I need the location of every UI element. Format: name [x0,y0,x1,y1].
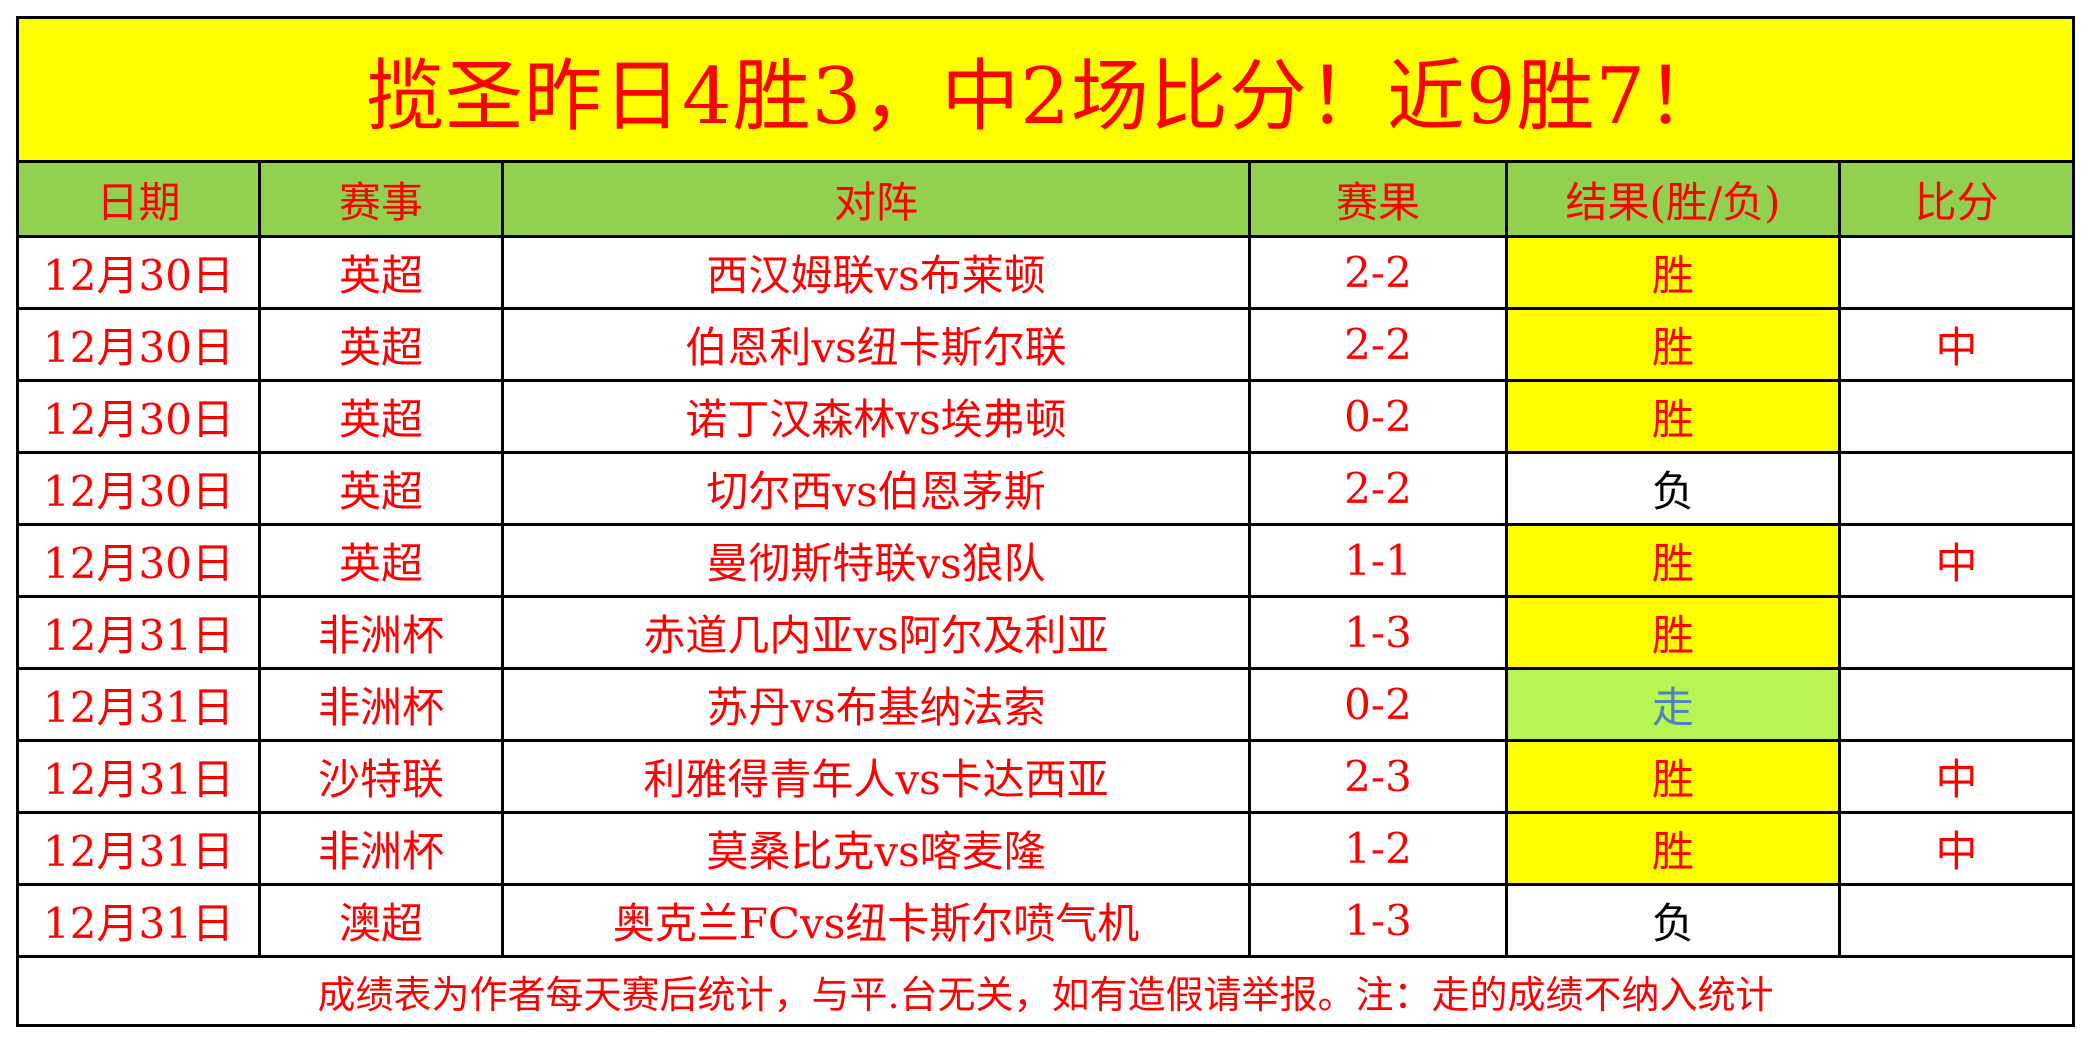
cell-league: 非洲杯 [258,595,504,670]
cell-date: 12月30日 [16,451,261,526]
cell-exact: 中 [1837,523,2076,598]
cell-exact: 中 [1837,739,2076,814]
results-table: 揽圣昨日4胜3，中2场比分！近9胜7！ 日期 赛事 对阵 赛果 结果(胜/负) 比分 12… [15,16,2076,1027]
table-row: 12月30日 英超 西汉姆联vs布莱顿 2-2 胜 [16,235,2076,310]
cell-score: 0-2 [1248,667,1508,742]
cell-match: 莫桑比克vs喀麦隆 [501,811,1251,886]
cell-match: 苏丹vs布基纳法索 [501,667,1251,742]
table-row: 12月30日 英超 伯恩利vs纽卡斯尔联 2-2 胜中 [16,307,2076,382]
cell-result: 胜 [1505,307,1841,382]
cell-score: 2-2 [1248,451,1508,526]
cell-exact: 中 [1837,811,2076,886]
cell-date: 12月30日 [16,523,261,598]
cell-league: 非洲杯 [258,811,504,886]
cell-league: 非洲杯 [258,667,504,742]
cell-match: 曼彻斯特联vs狼队 [501,523,1251,598]
cell-exact [1837,451,2076,526]
cell-league: 英超 [258,379,504,454]
table-row: 12月31日 非洲杯 莫桑比克vs喀麦隆 1-2 胜中 [16,811,2076,886]
cell-date: 12月30日 [16,379,261,454]
cell-match: 利雅得青年人vs卡达西亚 [501,739,1251,814]
cell-date: 12月31日 [16,667,261,742]
table-row: 12月30日 英超 曼彻斯特联vs狼队 1-1 胜中 [16,523,2076,598]
cell-date: 12月30日 [16,235,261,310]
cell-date: 12月31日 [16,811,261,886]
cell-league: 澳超 [258,883,504,958]
cell-exact [1837,379,2076,454]
header-match: 对阵 [501,160,1251,238]
cell-league: 英超 [258,523,504,598]
cell-score: 2-3 [1248,739,1508,814]
cell-league: 英超 [258,307,504,382]
cell-date: 12月31日 [16,883,261,958]
cell-result: 走 [1505,667,1841,742]
cell-score: 1-3 [1248,883,1508,958]
table-row: 12月31日 沙特联 利雅得青年人vs卡达西亚 2-3 胜中 [16,739,2076,814]
cell-result: 胜 [1505,595,1841,670]
cell-league: 沙特联 [258,739,504,814]
table-row: 12月30日 英超 诺丁汉森林vs埃弗顿 0-2 胜 [16,379,2076,454]
table-row: 12月31日 澳超 奥克兰FCvs纽卡斯尔喷气机 1-3 负 [16,883,2076,958]
cell-match: 切尔西vs伯恩茅斯 [501,451,1251,526]
cell-result: 胜 [1505,739,1841,814]
cell-score: 2-2 [1248,307,1508,382]
cell-exact [1837,883,2076,958]
cell-league: 英超 [258,451,504,526]
header-exact: 比分 [1837,160,2076,238]
cell-match: 西汉姆联vs布莱顿 [501,235,1251,310]
cell-result: 负 [1505,451,1841,526]
cell-result: 胜 [1505,811,1841,886]
cell-exact [1837,667,2076,742]
cell-match: 伯恩利vs纽卡斯尔联 [501,307,1251,382]
header-date: 日期 [16,160,261,238]
cell-exact: 中 [1837,307,2076,382]
cell-date: 12月31日 [16,739,261,814]
cell-match: 诺丁汉森林vs埃弗顿 [501,379,1251,454]
cell-result: 负 [1505,883,1841,958]
cell-exact [1837,235,2076,310]
header-league: 赛事 [258,160,504,238]
header-result: 结果(胜/负) [1505,160,1841,238]
cell-match: 奥克兰FCvs纽卡斯尔喷气机 [501,883,1251,958]
cell-date: 12月30日 [16,307,261,382]
cell-score: 1-3 [1248,595,1508,670]
page-title: 揽圣昨日4胜3，中2场比分！近9胜7！ [15,16,2076,163]
cell-date: 12月31日 [16,595,261,670]
cell-score: 2-2 [1248,235,1508,310]
cell-score: 0-2 [1248,379,1508,454]
cell-score: 1-1 [1248,523,1508,598]
cell-exact [1837,595,2076,670]
cell-result: 胜 [1505,523,1841,598]
cell-score: 1-2 [1248,811,1508,886]
cell-match: 赤道几内亚vs阿尔及利亚 [501,595,1251,670]
header-row: 日期 赛事 对阵 赛果 结果(胜/负) 比分 [16,160,2076,238]
cell-result: 胜 [1505,235,1841,310]
footer-note: 成绩表为作者每天赛后统计，与平.台无关，如有造假请举报。注：走的成绩不纳入统计 [15,955,2076,1027]
table-row: 12月30日 英超 切尔西vs伯恩茅斯 2-2 负 [16,451,2076,526]
table-row: 12月31日 非洲杯 苏丹vs布基纳法索 0-2 走 [16,667,2076,742]
cell-league: 英超 [258,235,504,310]
cell-result: 胜 [1505,379,1841,454]
header-score: 赛果 [1248,160,1508,238]
table-row: 12月31日 非洲杯 赤道几内亚vs阿尔及利亚 1-3 胜 [16,595,2076,670]
